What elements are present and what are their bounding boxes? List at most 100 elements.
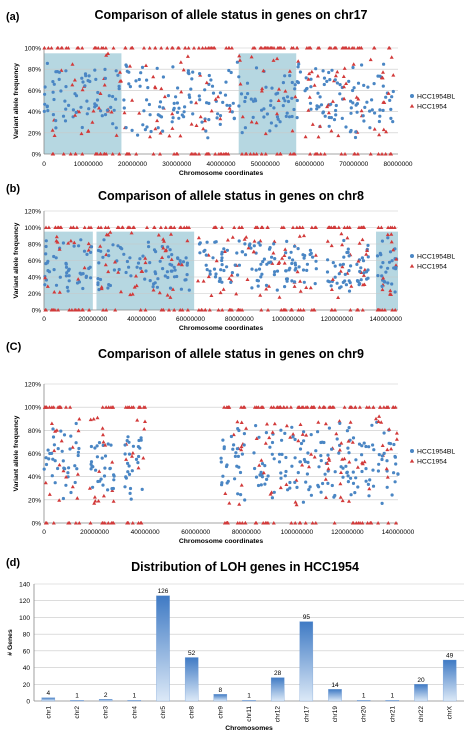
point-hcc1954 [219,225,224,229]
point-hcc1954 [77,308,81,312]
point-hcc1954bl [122,98,126,102]
point-hcc1954 [313,225,318,229]
point-hcc1954 [126,521,131,525]
point-hcc1954bl [341,475,345,479]
point-hcc1954bl [340,116,344,120]
point-hcc1954bl [377,119,381,124]
point-hcc1954 [339,152,344,156]
point-hcc1954bl [317,105,321,109]
shaded-region-0 [44,53,122,154]
point-hcc1954 [291,46,296,50]
point-hcc1954 [238,58,242,62]
point-hcc1954 [151,152,156,156]
point-hcc1954bl [44,244,48,249]
point-hcc1954bl [293,87,297,91]
point-hcc1954bl [206,136,210,140]
point-hcc1954bl [200,120,204,124]
point-hcc1954 [158,225,163,229]
point-hcc1954 [271,251,276,255]
point-hcc1954bl [220,263,224,267]
x-tick-label: 70000000 [339,161,368,168]
point-hcc1954bl [214,272,218,276]
point-hcc1954 [259,46,264,50]
data-label-chr1: 4 [47,690,51,697]
point-hcc1954 [86,241,91,246]
point-hcc1954bl [358,282,362,286]
point-hcc1954bl [88,79,92,84]
point-hcc1954 [332,521,337,525]
point-hcc1954 [209,108,214,113]
point-hcc1954 [201,279,206,283]
point-hcc1954bl [329,116,333,120]
point-hcc1954bl [64,262,68,266]
point-hcc1954 [270,46,275,50]
point-hcc1954 [73,152,78,156]
point-hcc1954bl [334,113,338,117]
point-hcc1954bl [318,95,322,99]
point-hcc1954bl [309,107,313,111]
point-hcc1954bl [273,270,277,274]
point-hcc1954bl [348,130,352,134]
point-hcc1954bl [256,284,260,288]
point-hcc1954bl [290,261,294,266]
point-hcc1954 [134,274,138,278]
point-hcc1954bl [377,453,381,457]
point-hcc1954bl [231,447,235,451]
point-hcc1954 [310,521,315,525]
point-hcc1954bl [284,114,288,118]
point-hcc1954bl [50,451,54,455]
point-hcc1954bl [237,75,241,79]
point-hcc1954bl [295,80,299,84]
point-hcc1954bl [364,479,368,483]
point-hcc1954bl [356,81,361,85]
point-hcc1954bl [67,103,71,107]
point-hcc1954 [56,308,61,312]
point-hcc1954bl [305,268,309,272]
point-hcc1954bl [230,110,234,114]
point-hcc1954 [342,225,347,229]
point-hcc1954bl [127,464,131,468]
point-hcc1954bl [338,263,342,267]
point-hcc1954bl [330,483,334,488]
point-hcc1954bl [283,431,287,435]
point-hcc1954bl [321,481,325,486]
point-hcc1954 [214,258,219,263]
point-hcc1954 [327,458,332,462]
data-label-chr3: 2 [104,692,108,699]
point-hcc1954bl [299,441,304,446]
point-hcc1954bl [166,275,170,280]
point-hcc1954bl [112,268,116,272]
point-hcc1954 [298,422,303,426]
point-hcc1954 [275,152,280,156]
point-hcc1954bl [379,265,383,269]
point-hcc1954bl [54,256,58,260]
point-hcc1954bl [167,255,171,259]
x-tick-label-chr21: chr21 [389,706,396,723]
point-hcc1954bl [44,252,48,256]
point-hcc1954bl [77,280,81,284]
point-hcc1954bl [45,105,49,109]
point-hcc1954 [354,95,359,99]
point-hcc1954bl [338,421,342,425]
point-hcc1954 [59,68,64,72]
bar-chr17 [299,621,314,702]
point-hcc1954bl [145,125,149,129]
point-hcc1954 [360,460,365,465]
point-hcc1954 [128,64,132,68]
point-hcc1954bl [333,275,337,279]
point-hcc1954 [119,289,123,294]
point-hcc1954 [283,89,288,93]
point-hcc1954 [243,521,248,525]
point-hcc1954bl [172,108,176,112]
x-tick-label: 60000000 [295,161,324,168]
point-hcc1954bl [59,89,63,93]
point-hcc1954bl [221,474,225,478]
point-hcc1954bl [394,265,398,270]
point-hcc1954bl [236,492,240,496]
y-tick-label: 20% [28,497,41,504]
point-hcc1954bl [188,95,192,99]
point-hcc1954 [207,308,212,312]
point-hcc1954 [332,225,337,229]
point-hcc1954 [167,133,172,138]
